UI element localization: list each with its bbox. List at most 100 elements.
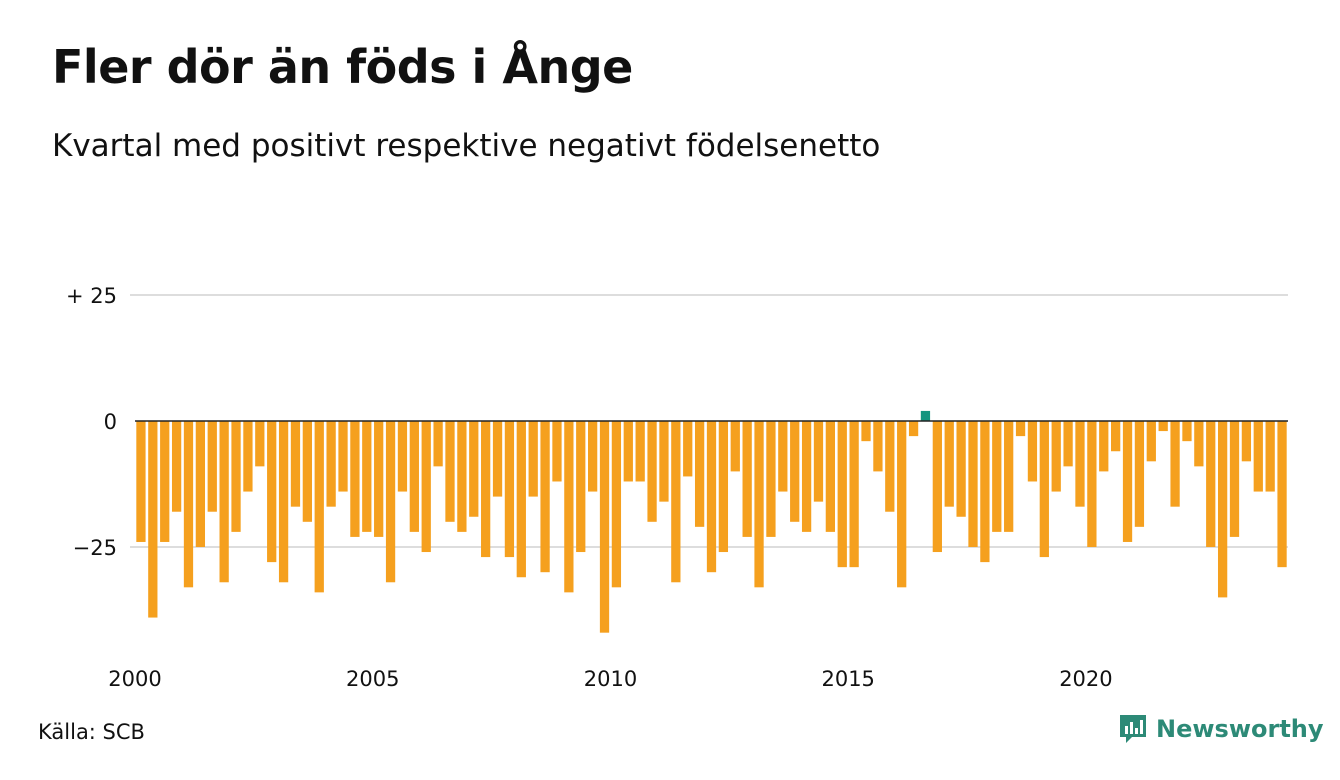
bar-negative xyxy=(302,421,312,522)
bar-negative xyxy=(1158,421,1168,432)
bar-negative xyxy=(1206,421,1216,547)
bar-negative xyxy=(1194,421,1204,467)
bar-negative xyxy=(730,421,740,472)
x-tick-label: 2015 xyxy=(821,667,874,691)
bar-negative xyxy=(385,421,396,583)
bar-negative xyxy=(647,421,657,522)
bar-negative xyxy=(718,421,729,553)
bar-negative xyxy=(908,421,919,437)
bar-negative xyxy=(932,421,942,553)
bar-negative xyxy=(183,421,194,588)
bar-negative xyxy=(790,421,800,522)
bar-negative xyxy=(552,421,562,482)
bar-negative xyxy=(956,421,966,517)
bar-negative xyxy=(219,421,229,583)
bar-chart-speech-bubble-icon xyxy=(1120,715,1146,743)
bar-negative xyxy=(1004,421,1014,532)
bar-negative xyxy=(374,421,384,537)
x-tick-label: 2020 xyxy=(1059,667,1112,691)
bar-negative xyxy=(469,421,479,517)
bar-negative xyxy=(813,421,824,502)
bar-negative xyxy=(611,421,622,588)
bar-negative xyxy=(873,421,883,472)
bar-negative xyxy=(564,421,574,593)
bar-negative xyxy=(1122,421,1133,542)
bar-negative xyxy=(350,421,360,537)
bar-negative xyxy=(588,421,598,492)
bars xyxy=(136,410,1287,633)
bar-negative xyxy=(492,421,503,497)
bar-negative xyxy=(1277,421,1287,568)
bar-negative xyxy=(421,421,431,553)
bar-negative xyxy=(1039,421,1049,558)
bar-negative xyxy=(623,421,633,482)
bar-negative xyxy=(683,421,693,477)
axes: + 25 0 −25 2000 2005 2010 2015 2020 xyxy=(66,284,1288,691)
bar-chart: + 25 0 −25 2000 2005 2010 2015 2020 xyxy=(66,284,1288,691)
bar-negative xyxy=(528,421,538,497)
bar-negative xyxy=(778,421,788,492)
bar-negative xyxy=(885,421,895,512)
bar-negative xyxy=(207,421,217,512)
bar-negative xyxy=(1134,421,1145,527)
bar-negative xyxy=(635,421,645,482)
bar-positive xyxy=(920,410,931,421)
bar-negative xyxy=(136,421,146,542)
bar-negative xyxy=(1063,421,1073,467)
bar-negative xyxy=(195,421,206,547)
brand-name: Newsworthy xyxy=(1156,715,1324,743)
bar-negative xyxy=(1241,421,1252,462)
bar-negative xyxy=(314,421,324,593)
x-tick-label: 2005 xyxy=(346,667,399,691)
bar-negative xyxy=(231,421,241,532)
bar-negative xyxy=(671,421,681,583)
bar-negative xyxy=(576,421,586,553)
bar-negative xyxy=(148,421,158,618)
bar-negative xyxy=(849,421,859,568)
bar-negative xyxy=(457,421,467,532)
bar-negative xyxy=(255,421,265,467)
bar-negative xyxy=(409,421,419,532)
bar-negative xyxy=(1015,421,1026,437)
bar-negative xyxy=(290,421,301,507)
y-tick-label: −25 xyxy=(73,536,117,560)
bar-negative xyxy=(243,421,253,492)
source-label: Källa: SCB xyxy=(38,720,145,744)
bar-negative xyxy=(659,421,669,502)
bar-negative xyxy=(825,421,835,532)
bar-negative xyxy=(897,421,907,588)
x-tick-label: 2000 xyxy=(108,667,161,691)
bar-negative xyxy=(540,421,550,573)
y-tick-label: 0 xyxy=(104,410,117,434)
bar-negative xyxy=(445,421,455,522)
x-tick-label: 2010 xyxy=(584,667,637,691)
bar-negative xyxy=(706,421,717,573)
bar-negative xyxy=(516,421,526,578)
bar-negative xyxy=(694,421,705,527)
bar-negative xyxy=(801,421,812,532)
bar-negative xyxy=(968,421,978,547)
bar-negative xyxy=(433,421,443,467)
bar-negative xyxy=(362,421,372,532)
bar-negative xyxy=(171,421,182,512)
bar-negative xyxy=(980,421,990,563)
bar-negative xyxy=(1075,421,1085,507)
bar-negative xyxy=(504,421,515,558)
bar-negative xyxy=(326,421,336,507)
bar-negative xyxy=(267,421,277,563)
bar-negative xyxy=(754,421,764,588)
bar-negative xyxy=(1146,421,1156,462)
bar-negative xyxy=(1087,421,1097,547)
bar-negative xyxy=(1027,421,1038,482)
bar-negative xyxy=(1111,421,1121,452)
bar-negative xyxy=(278,421,289,583)
chart-subtitle: Kvartal med positivt respektive negativt… xyxy=(52,128,881,164)
chart-title: Fler dör än föds i Ånge xyxy=(52,40,633,94)
bar-negative xyxy=(1253,421,1263,492)
brand-logo[interactable]: Newsworthy xyxy=(1118,713,1324,745)
bar-negative xyxy=(160,421,170,542)
bar-negative xyxy=(766,421,776,537)
bar-negative xyxy=(837,421,847,568)
y-tick-label: + 25 xyxy=(66,284,117,308)
bar-negative xyxy=(1099,421,1109,472)
